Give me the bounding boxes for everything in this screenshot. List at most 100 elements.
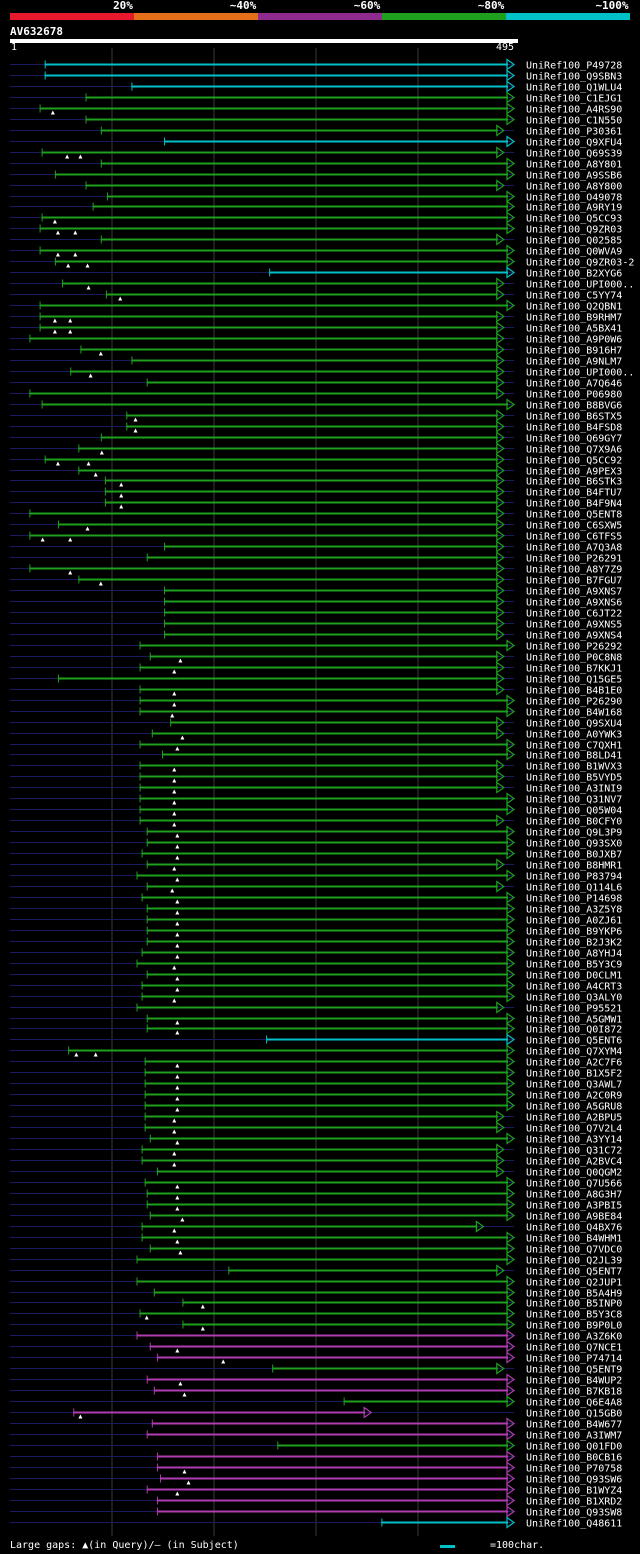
- alignment-bar[interactable]: [106, 195, 508, 198]
- alignment-bar[interactable]: [139, 764, 498, 767]
- alignment-bar[interactable]: [139, 644, 508, 647]
- alignment-bar[interactable]: [266, 1038, 508, 1041]
- alignment-bar[interactable]: [156, 1499, 508, 1502]
- alignment-bar[interactable]: [141, 984, 509, 987]
- hit-label[interactable]: UniRef100_C1N550: [526, 116, 622, 127]
- alignment-bar[interactable]: [80, 348, 498, 351]
- alignment-bar[interactable]: [70, 370, 498, 373]
- alignment-bar[interactable]: [146, 841, 508, 844]
- alignment-bar[interactable]: [182, 1301, 508, 1304]
- alignment-bar[interactable]: [105, 293, 498, 296]
- hit-label[interactable]: UniRef100_B8HMR1: [526, 861, 622, 872]
- hit-label[interactable]: UniRef100_A9XNS6: [526, 598, 622, 609]
- alignment-bar[interactable]: [144, 1126, 498, 1129]
- hit-label[interactable]: UniRef100_Q0I872: [526, 1025, 622, 1036]
- alignment-bar[interactable]: [343, 1400, 508, 1403]
- alignment-bar[interactable]: [228, 1269, 498, 1272]
- hit-label[interactable]: UniRef100_A9NLM7: [526, 357, 622, 368]
- hit-label[interactable]: UniRef100_Q2JL39: [526, 1256, 622, 1267]
- alignment-bar[interactable]: [139, 786, 498, 789]
- alignment-bar[interactable]: [146, 1192, 508, 1195]
- hit-label[interactable]: UniRef100_Q48611: [526, 1519, 622, 1530]
- alignment-bar[interactable]: [131, 359, 498, 362]
- alignment-bar[interactable]: [141, 1225, 478, 1228]
- alignment-bar[interactable]: [54, 260, 509, 263]
- alignment-bar[interactable]: [164, 633, 498, 636]
- hit-label[interactable]: UniRef100_C6SXW5: [526, 521, 622, 532]
- alignment-bar[interactable]: [39, 227, 509, 230]
- hit-label[interactable]: UniRef100_Q0WVA9: [526, 247, 622, 258]
- hit-label[interactable]: UniRef100_Q4BX76: [526, 1223, 622, 1234]
- hit-label[interactable]: UniRef100_A7Q3A8: [526, 543, 622, 554]
- hit-label[interactable]: UniRef100_P95521: [526, 1004, 622, 1015]
- alignment-bar[interactable]: [139, 743, 508, 746]
- alignment-bar[interactable]: [164, 600, 498, 603]
- hit-label[interactable]: UniRef100_Q9ZR03-2: [526, 258, 634, 269]
- alignment-bar[interactable]: [29, 534, 498, 537]
- alignment-bar[interactable]: [141, 896, 509, 899]
- alignment-bar[interactable]: [39, 315, 498, 318]
- hit-label[interactable]: UniRef100_Q93SW8: [526, 1508, 622, 1519]
- hit-label[interactable]: UniRef100_B1X5F2: [526, 1069, 622, 1080]
- alignment-bar[interactable]: [146, 907, 508, 910]
- alignment-bar[interactable]: [136, 962, 508, 965]
- hit-label[interactable]: UniRef100_B0CFY0: [526, 817, 622, 828]
- alignment-bar[interactable]: [139, 819, 498, 822]
- alignment-bar[interactable]: [131, 85, 508, 88]
- alignment-bar[interactable]: [146, 918, 508, 921]
- alignment-bar[interactable]: [146, 1017, 508, 1020]
- hit-label[interactable]: UniRef100_Q02585: [526, 236, 622, 247]
- hit-label[interactable]: UniRef100_B6STX5: [526, 412, 622, 423]
- alignment-bar[interactable]: [141, 995, 509, 998]
- hit-label[interactable]: UniRef100_C6JT22: [526, 609, 622, 620]
- alignment-bar[interactable]: [146, 556, 498, 559]
- alignment-bar[interactable]: [156, 1356, 508, 1359]
- hit-label[interactable]: UniRef100_B4WHM1: [526, 1234, 622, 1245]
- alignment-bar[interactable]: [144, 1115, 498, 1118]
- hit-label[interactable]: UniRef100_A0ZJ61: [526, 916, 622, 927]
- hit-label[interactable]: UniRef100_Q01FD0: [526, 1442, 622, 1453]
- hit-label[interactable]: UniRef100_Q7V2L4: [526, 1124, 622, 1135]
- hit-label[interactable]: UniRef100_Q9SXU4: [526, 719, 622, 730]
- alignment-bar[interactable]: [139, 666, 498, 669]
- hit-label[interactable]: UniRef100_B0JXB7: [526, 850, 622, 861]
- alignment-bar[interactable]: [136, 874, 508, 877]
- hit-label[interactable]: UniRef100_A9XNS5: [526, 620, 622, 631]
- alignment-bar[interactable]: [159, 1477, 508, 1480]
- hit-label[interactable]: UniRef100_A0YWK3: [526, 730, 622, 741]
- alignment-bar[interactable]: [182, 1323, 508, 1326]
- alignment-bar[interactable]: [139, 797, 508, 800]
- alignment-bar[interactable]: [164, 545, 498, 548]
- hit-label[interactable]: UniRef100_A9XNS7: [526, 587, 622, 598]
- alignment-bar[interactable]: [156, 1510, 508, 1513]
- alignment-bar[interactable]: [39, 326, 498, 329]
- hit-label[interactable]: UniRef100_P14698: [526, 894, 622, 905]
- hit-label[interactable]: UniRef100_Q7X9A6: [526, 445, 622, 456]
- hit-label[interactable]: UniRef100_A9P0W6: [526, 335, 622, 346]
- alignment-bar[interactable]: [162, 753, 509, 756]
- hit-label[interactable]: UniRef100_Q5CC92: [526, 456, 622, 467]
- alignment-bar[interactable]: [144, 1071, 508, 1074]
- alignment-bar[interactable]: [39, 107, 509, 110]
- alignment-bar[interactable]: [146, 929, 508, 932]
- hit-label[interactable]: UniRef100_B5Y3C8: [526, 1310, 622, 1321]
- alignment-bar[interactable]: [164, 589, 498, 592]
- hit-label[interactable]: UniRef100_C1EJG1: [526, 94, 622, 105]
- alignment-bar[interactable]: [100, 129, 498, 132]
- hit-label[interactable]: UniRef100_Q2QBN1: [526, 302, 622, 313]
- hit-label[interactable]: UniRef100_P83794: [526, 872, 622, 883]
- alignment-bar[interactable]: [269, 271, 508, 274]
- hit-label[interactable]: UniRef100_B6STK3: [526, 477, 622, 488]
- alignment-bar[interactable]: [277, 1444, 508, 1447]
- hit-label[interactable]: UniRef100_A2C0R9: [526, 1091, 622, 1102]
- hit-label[interactable]: UniRef100_A4RS90: [526, 105, 622, 116]
- alignment-bar[interactable]: [39, 304, 509, 307]
- hit-label[interactable]: UniRef100_A5BX41: [526, 324, 622, 335]
- hit-label[interactable]: UniRef100_B9YKP6: [526, 927, 622, 938]
- alignment-bar[interactable]: [57, 677, 498, 680]
- hit-label[interactable]: UniRef100_A9BE84: [526, 1212, 622, 1223]
- hit-label[interactable]: UniRef100_Q5ENT6: [526, 1036, 622, 1047]
- alignment-bar[interactable]: [41, 151, 498, 154]
- hit-label[interactable]: UniRef100_A9XNS4: [526, 631, 622, 642]
- alignment-bar[interactable]: [146, 863, 498, 866]
